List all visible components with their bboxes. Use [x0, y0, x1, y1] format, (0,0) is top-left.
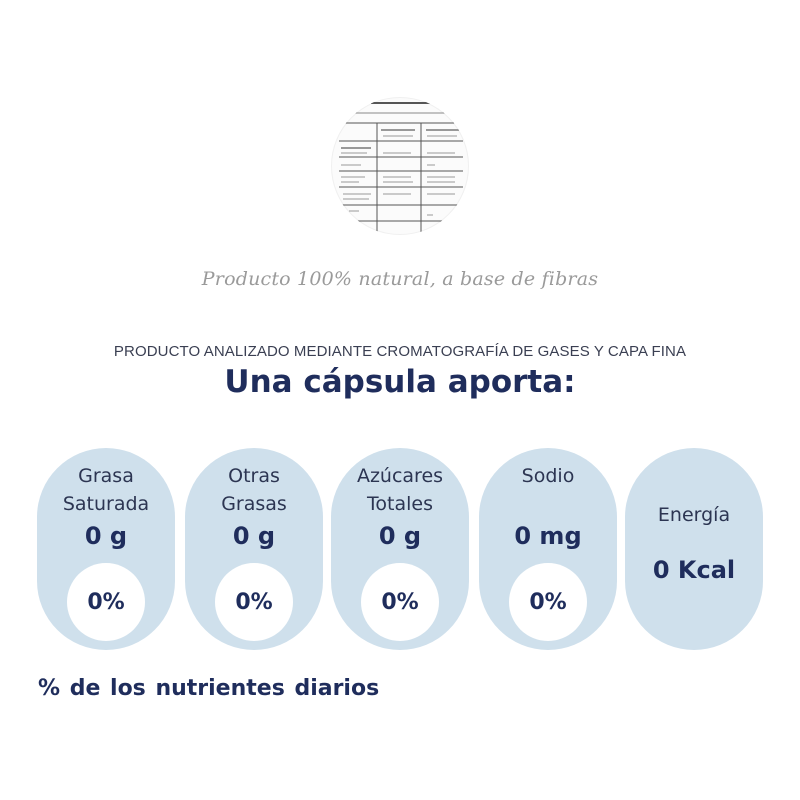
- nutrient-value: 0 mg: [514, 522, 582, 550]
- nutrient-name: Grasa Saturada: [62, 465, 150, 515]
- nutrient-value: 0 g: [378, 522, 422, 550]
- nutrient-value: 0 g: [232, 522, 276, 550]
- nutrient-name: Sodio: [521, 465, 575, 487]
- nutrient-percent: 0%: [215, 563, 293, 641]
- page-heading: Una cápsula aporta:: [224, 364, 576, 400]
- nutrient-pill-total-sugars: Azúcares Totales 0 g 0%: [331, 448, 469, 650]
- nutrition-label-image: [339, 102, 463, 235]
- nutrient-pill-sodium: Sodio 0 mg 0%: [479, 448, 617, 650]
- daily-nutrients-note: % de los nutrientes diarios: [38, 676, 380, 701]
- nutrient-percent: 0%: [509, 563, 587, 641]
- nutrient-name: Energía: [657, 504, 731, 526]
- nutrient-pill-energy: Energía 0 Kcal: [625, 448, 763, 650]
- nutrient-pill-other-fats: Otras Grasas 0 g 0%: [185, 448, 323, 650]
- nutrient-value: 0 g: [84, 522, 128, 550]
- analysis-method-text: PRODUCTO ANALIZADO MEDIANTE CROMATOGRAFÍ…: [113, 343, 687, 360]
- nutrient-name: Otras Grasas: [221, 465, 287, 515]
- nutrient-name: Azúcares Totales: [356, 465, 444, 515]
- tagline: Producto 100% natural, a base de fibras: [201, 268, 599, 290]
- nutrition-label-magnifier: [331, 97, 469, 235]
- nutrient-pill-saturated-fat: Grasa Saturada 0 g 0%: [37, 448, 175, 650]
- nutrient-value: 0 Kcal: [652, 556, 736, 584]
- nutrient-percent: 0%: [67, 563, 145, 641]
- nutrient-percent: 0%: [361, 563, 439, 641]
